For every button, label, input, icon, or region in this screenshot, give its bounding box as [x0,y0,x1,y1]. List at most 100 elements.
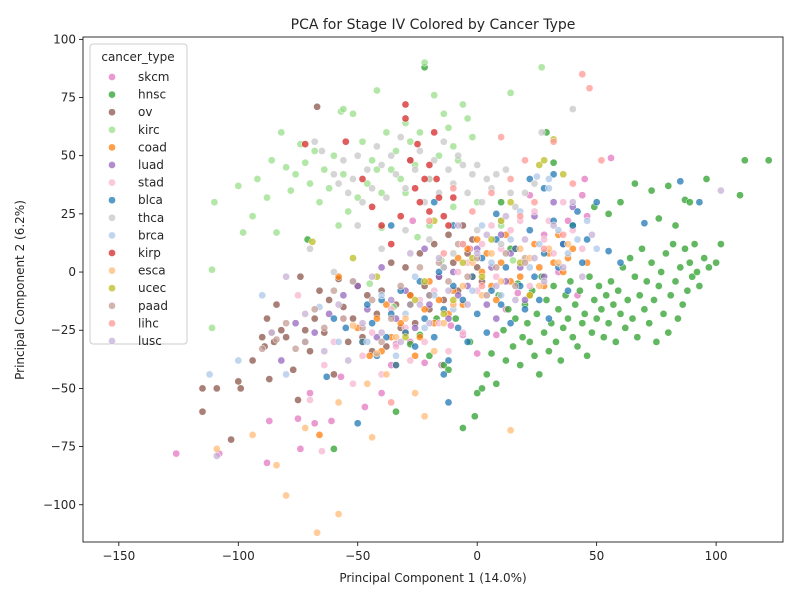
point-kirp [387,240,396,248]
point-kirc [435,151,443,160]
point-hnsc [621,324,630,332]
point-skcm [294,414,302,423]
legend-label-coad: coad [138,140,167,154]
point-brca [592,244,601,253]
point-hnsc [688,272,697,281]
point-hnsc [683,286,692,295]
point-kirc [263,193,271,202]
point-thca [382,193,391,202]
point-stad [320,361,329,369]
point-kirc [387,165,396,174]
point-hnsc [652,338,661,346]
point-stad [368,328,376,337]
legend-item-ov: ov [108,105,152,119]
point-thca [430,156,439,165]
x-tick-label: 50 [589,549,604,563]
x-tick-label: 0 [473,549,481,563]
point-hnsc [549,158,558,167]
point-ov [234,377,243,386]
point-coad [315,431,324,439]
point-lusc [492,282,501,290]
point-hnsc [702,175,711,183]
point-hnsc [614,286,623,295]
point-paad [482,291,491,300]
point-stad [392,342,400,351]
point-esca [382,370,391,379]
point-blca [506,319,515,328]
point-brca [478,221,486,230]
legend-label-ov: ov [138,105,152,119]
point-brca [439,263,448,272]
point-paad [272,335,281,344]
legend-label-blca: blca [138,193,163,207]
point-paad [444,277,453,286]
point-thca [353,221,362,230]
point-blca [549,170,558,179]
point-thca [454,151,462,160]
point-esca [301,424,310,432]
point-thca [306,244,314,253]
point-lusc [435,254,443,262]
point-luad [377,263,386,272]
point-kirc [368,156,376,165]
point-hnsc [573,342,582,351]
point-ucec [540,156,548,165]
point-lusc [473,249,482,258]
legend-marker-esca [108,266,116,275]
point-hnsc [631,179,639,188]
point-hnsc [533,310,541,318]
point-ucec [535,161,544,169]
point-thca [310,137,319,146]
x-axis: −150 −100 −50 0 50 100 [102,542,728,563]
x-tick-label: −100 [222,549,255,563]
point-hnsc [695,282,704,290]
point-stad [549,249,558,258]
point-kirc [277,128,286,137]
point-coad [411,351,419,360]
point-ov [236,384,245,393]
point-blca [463,338,472,346]
point-blca [535,296,544,304]
point-lusc [454,221,462,230]
point-blca [592,198,601,207]
point-hnsc [654,282,663,290]
point-blca [573,207,582,216]
point-ov [289,365,298,374]
point-thca [330,170,338,179]
legend-item-coad: coad [108,140,167,154]
point-hnsc [549,282,558,290]
point-thca [478,198,486,207]
plot-frame [82,36,784,543]
point-hnsc [607,277,615,286]
legend-label-esca: esca [138,264,166,278]
point-luad [411,324,419,332]
point-blca [525,175,534,183]
point-blca [521,305,529,314]
point-brca [411,272,419,281]
point-esca [487,249,496,258]
point-skcm [408,216,417,225]
point-ov [313,102,321,111]
legend-item-kirc: kirc [108,123,160,137]
legend-label-stad: stad [138,176,164,190]
point-lusc [444,286,453,295]
point-lihc [516,212,525,221]
point-stad [459,328,467,337]
point-hnsc [626,254,634,262]
point-blca [578,258,587,267]
legend-marker-stad [108,178,116,187]
point-hnsc [588,328,596,337]
point-ov [294,396,302,404]
point-kirc [449,203,458,211]
point-kirc [208,265,216,274]
point-thca [511,203,520,211]
point-paad [492,263,501,272]
point-kirp [406,156,415,165]
point-hnsc [552,338,560,346]
point-esca [564,240,572,248]
point-brca [506,235,515,244]
point-blca [353,419,362,428]
point-kirc [416,128,424,137]
point-kirc [301,158,310,167]
point-lihc [549,137,558,146]
